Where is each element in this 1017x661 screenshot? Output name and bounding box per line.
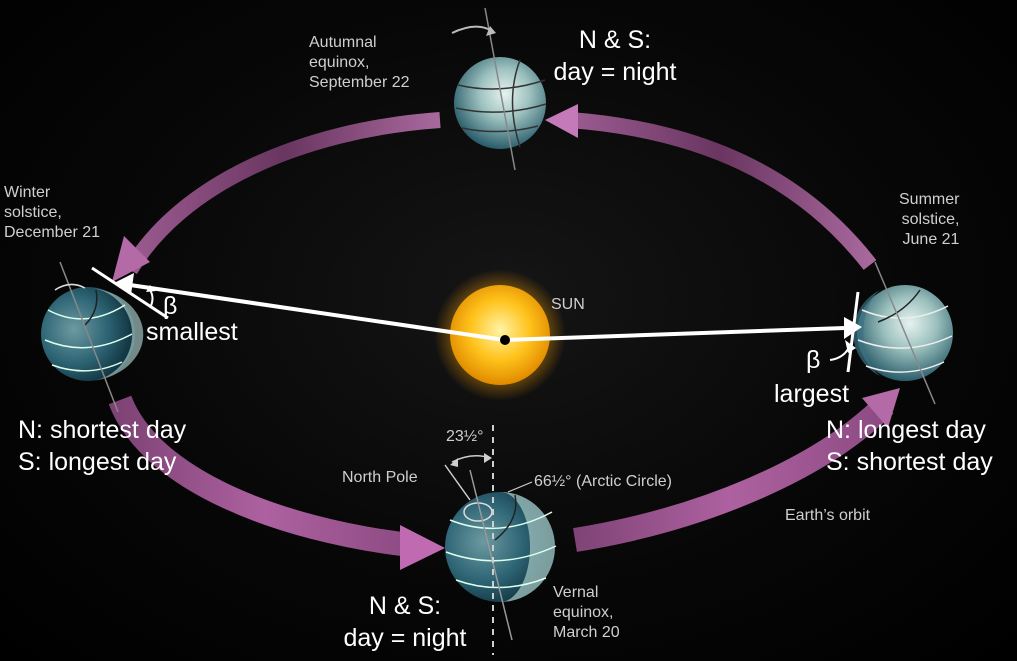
sun-center-dot: [500, 335, 510, 345]
tilt-angle-label: 23½°: [446, 428, 484, 445]
arctic-circle-label: 66½° (Arctic Circle): [534, 473, 672, 490]
summer-horizon-line: [846, 291, 860, 373]
orbit-arrow-to-autumn: [545, 104, 578, 138]
largest-label: largest: [774, 380, 850, 408]
winter-beta-arc: [149, 289, 154, 309]
winter-solstice-label: Winter solstice, December 21: [4, 184, 101, 241]
autumn-state-annotation: N & S: day = night: [553, 26, 677, 86]
orbit-arrow-to-vernal: [400, 525, 445, 570]
summer-solstice-label: Summer solstice, June 21: [899, 191, 960, 248]
sun: [450, 285, 550, 385]
earth-vernal: [445, 469, 557, 641]
tilt-arc-head-left: [450, 458, 458, 467]
summer-beta-arc-head: [845, 340, 856, 353]
orbit-arrow-to-winter: [112, 236, 150, 282]
beta-summer-label: β: [806, 346, 821, 374]
orbit-segment-top-right: [569, 112, 877, 270]
winter-beta-arc-head: [146, 285, 156, 292]
earths-orbit-label: Earth’s orbit: [785, 507, 871, 524]
orbit-segment-bottom-right: [573, 396, 894, 552]
orbit-segment-top-left: [123, 112, 441, 275]
vernal-equinox-label: Vernal equinox, March 20: [553, 584, 620, 641]
beta-winter-label: β: [163, 292, 178, 320]
vernal-state-annotation: N & S: day = night: [343, 592, 467, 652]
ray-to-winter-head: [114, 273, 134, 295]
earth-winter: [41, 261, 144, 413]
orbit-arrow-to-summer: [862, 388, 900, 428]
summer-state-annotation: N: longest day S: shortest day: [826, 416, 993, 476]
orbit-segment-bottom-left: [108, 395, 412, 557]
earth-axis-vernal: [444, 464, 471, 501]
ray-to-summer: [504, 326, 846, 342]
sun-label: SUN: [551, 296, 585, 313]
tilt-arc-head-right: [484, 453, 492, 463]
earth-autumnal: [451, 7, 547, 171]
earth-summer: [853, 261, 953, 405]
north-pole-label: North Pole: [342, 469, 418, 486]
winter-state-annotation: N: shortest day S: longest day: [18, 416, 187, 476]
ray-to-winter: [129, 283, 506, 342]
autumnal-equinox-label: Autumnal equinox, September 22: [309, 34, 410, 91]
winter-horizon-line: [91, 266, 169, 320]
smallest-label: smallest: [146, 318, 238, 346]
arctic-circle-leader: [507, 481, 533, 493]
